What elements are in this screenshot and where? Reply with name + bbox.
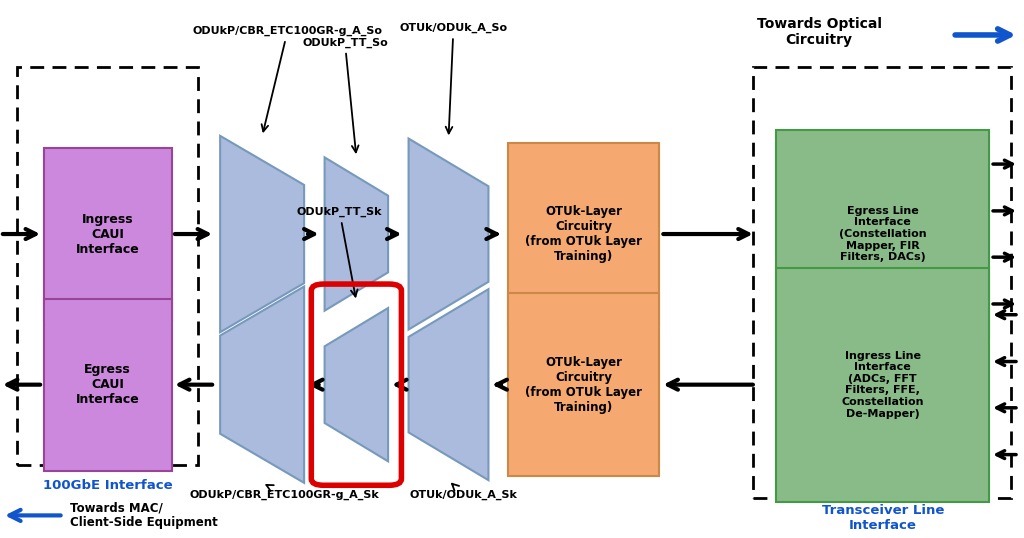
Bar	[508, 293, 659, 476]
Bar	[17, 67, 198, 465]
Text: Towards MAC/
Client-Side Equipment: Towards MAC/ Client-Side Equipment	[70, 501, 217, 529]
Polygon shape	[220, 286, 304, 483]
Text: Towards Optical
Circuitry: Towards Optical Circuitry	[757, 17, 882, 47]
Text: Egress Line
Interface
(Constellation
Mapper, FIR
Filters, DACs): Egress Line Interface (Constellation Map…	[839, 206, 927, 262]
Text: 100GbE Interface: 100GbE Interface	[43, 479, 172, 492]
Text: ODUkP_TT_Sk: ODUkP_TT_Sk	[297, 207, 382, 296]
Text: ODUkP_TT_So: ODUkP_TT_So	[302, 38, 388, 152]
Text: Egress
CAUI
Interface: Egress CAUI Interface	[76, 363, 139, 406]
Text: OTUk-Layer
Circuitry
(from OTUk Layer
Training): OTUk-Layer Circuitry (from OTUk Layer Tr…	[525, 356, 642, 414]
Text: OTUk/ODUk_A_So: OTUk/ODUk_A_So	[399, 23, 508, 133]
Text: OTUk-Layer
Circuitry
(from OTUk Layer
Training): OTUk-Layer Circuitry (from OTUk Layer Tr…	[525, 205, 642, 263]
Bar	[753, 67, 1011, 498]
Polygon shape	[409, 289, 488, 480]
Bar	[508, 143, 659, 325]
Polygon shape	[220, 136, 304, 332]
Text: Ingress
CAUI
Interface: Ingress CAUI Interface	[76, 213, 139, 256]
Text: Ingress Line
Interface
(ADCs, FFT
Filters, FFE,
Constellation
De-Mapper): Ingress Line Interface (ADCs, FFT Filter…	[842, 351, 924, 419]
Bar	[43, 148, 171, 320]
Text: ODUkP/CBR_ETC100GR-g_A_Sk: ODUkP/CBR_ETC100GR-g_A_Sk	[189, 485, 379, 500]
Polygon shape	[325, 158, 388, 311]
Bar	[43, 299, 171, 471]
Bar	[776, 268, 989, 501]
Text: Transceiver Line
Interface: Transceiver Line Interface	[821, 504, 944, 532]
Text: ODUkP/CBR_ETC100GR-g_A_So: ODUkP/CBR_ETC100GR-g_A_So	[193, 26, 383, 131]
Polygon shape	[325, 308, 388, 462]
Bar	[776, 131, 989, 338]
Polygon shape	[409, 139, 488, 329]
Text: OTUk/ODUk_A_Sk: OTUk/ODUk_A_Sk	[410, 484, 517, 500]
